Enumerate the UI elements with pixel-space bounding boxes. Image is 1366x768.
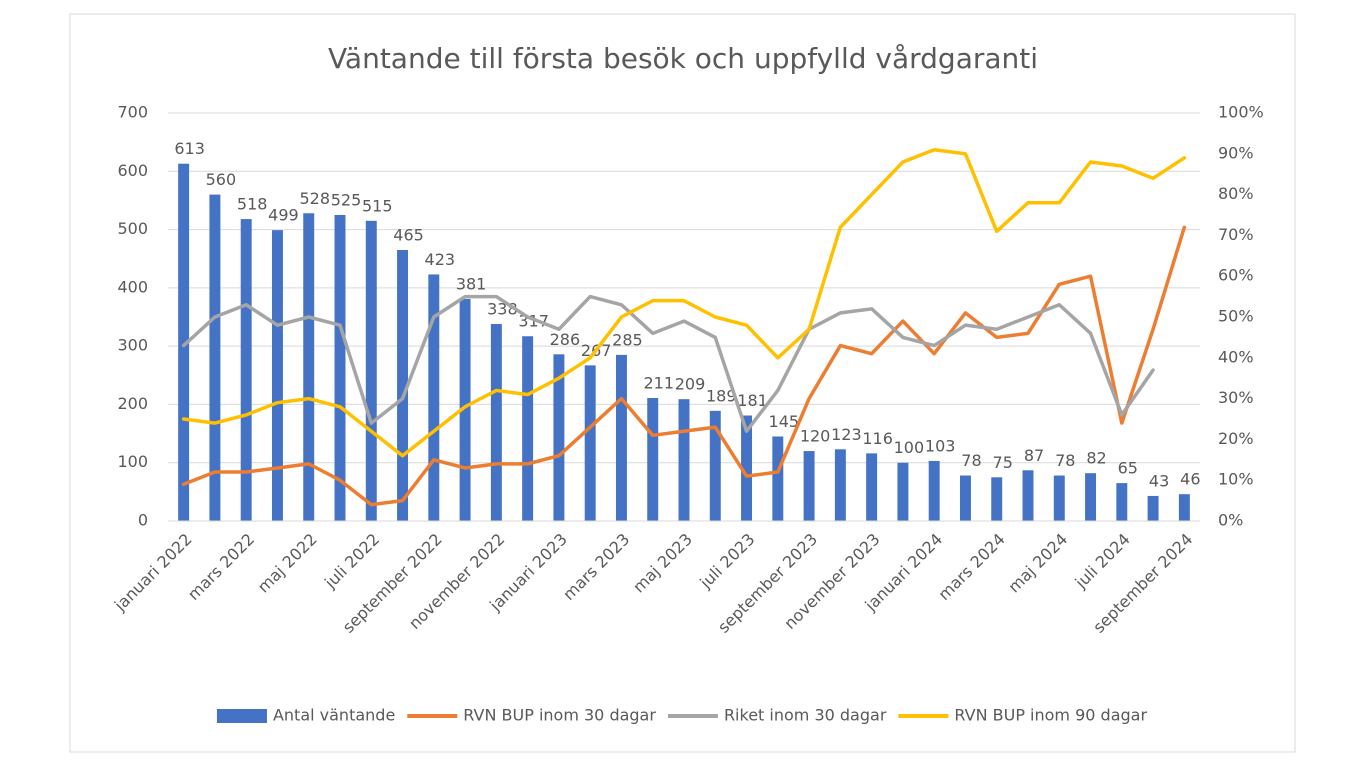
bar bbox=[678, 399, 690, 521]
data-label: 465 bbox=[393, 225, 424, 244]
bar bbox=[709, 410, 721, 521]
data-label: 46 bbox=[1180, 470, 1200, 489]
bar bbox=[991, 477, 1003, 521]
data-label: 145 bbox=[769, 412, 800, 431]
data-label: 116 bbox=[862, 429, 893, 448]
y2-tick-label: 90% bbox=[1218, 143, 1254, 162]
data-label: 120 bbox=[800, 427, 831, 446]
line-series bbox=[181, 147, 1187, 458]
bar bbox=[459, 298, 471, 521]
legend-swatch bbox=[216, 709, 267, 723]
legend-label: Antal väntande bbox=[273, 706, 395, 725]
data-label: 82 bbox=[1086, 449, 1106, 468]
bar bbox=[803, 451, 815, 521]
data-label: 103 bbox=[925, 436, 956, 455]
y-tick-label: 200 bbox=[117, 394, 148, 413]
bar bbox=[866, 453, 878, 521]
bar bbox=[240, 219, 252, 521]
legend-label: RVN BUP inom 90 dagar bbox=[954, 706, 1147, 725]
y-tick-label: 400 bbox=[117, 277, 148, 296]
y-tick-label: 700 bbox=[117, 103, 148, 122]
data-label: 123 bbox=[831, 425, 862, 444]
data-label: 518 bbox=[237, 195, 268, 214]
y2-tick-label: 10% bbox=[1218, 470, 1254, 489]
y2-tick-label: 40% bbox=[1218, 347, 1254, 366]
bar bbox=[1147, 495, 1159, 521]
data-label: 613 bbox=[174, 139, 205, 158]
bar bbox=[959, 475, 971, 521]
bar bbox=[897, 462, 909, 521]
bar bbox=[584, 365, 596, 521]
line-series bbox=[181, 225, 1187, 507]
bar bbox=[178, 163, 190, 522]
data-label: 100 bbox=[894, 438, 925, 457]
bar bbox=[334, 215, 346, 521]
data-label: 285 bbox=[612, 330, 643, 349]
y2-tick-label: 20% bbox=[1218, 429, 1254, 448]
data-label: 560 bbox=[206, 170, 237, 189]
y2-tick-label: 100% bbox=[1218, 103, 1264, 122]
bar bbox=[1053, 475, 1065, 521]
line-series bbox=[181, 294, 1155, 433]
data-label: 515 bbox=[362, 196, 393, 215]
y2-tick-label: 30% bbox=[1218, 388, 1254, 407]
data-label: 525 bbox=[331, 191, 362, 210]
bar bbox=[397, 249, 409, 521]
bar bbox=[522, 336, 534, 521]
bar bbox=[928, 460, 940, 521]
data-label: 423 bbox=[425, 250, 456, 269]
bar bbox=[647, 398, 659, 521]
y-tick-label: 300 bbox=[117, 336, 148, 355]
legend-label: Riket inom 30 dagar bbox=[724, 706, 887, 725]
data-label: 181 bbox=[737, 391, 768, 410]
y2-tick-label: 70% bbox=[1218, 225, 1254, 244]
data-label: 211 bbox=[643, 374, 674, 393]
data-label: 78 bbox=[961, 451, 981, 470]
bar bbox=[772, 436, 784, 521]
bar bbox=[553, 354, 565, 521]
data-label: 286 bbox=[550, 330, 581, 349]
data-label: 65 bbox=[1118, 459, 1138, 478]
legend-label: RVN BUP inom 30 dagar bbox=[463, 706, 656, 725]
bar bbox=[1085, 473, 1097, 521]
bar bbox=[1178, 494, 1190, 521]
bar bbox=[615, 354, 627, 521]
y2-tick-label: 80% bbox=[1218, 184, 1254, 203]
bar bbox=[365, 220, 377, 522]
y-tick-label: 500 bbox=[117, 219, 148, 238]
data-label: 75 bbox=[993, 453, 1013, 472]
y2-tick-label: 60% bbox=[1218, 266, 1254, 285]
bar bbox=[741, 415, 753, 521]
y-tick-label: 0 bbox=[138, 511, 148, 530]
data-label: 381 bbox=[456, 274, 487, 293]
data-label: 87 bbox=[1024, 446, 1044, 465]
data-label: 209 bbox=[675, 375, 706, 394]
bar bbox=[428, 274, 440, 521]
y-tick-label: 100 bbox=[117, 452, 148, 471]
bar bbox=[834, 449, 846, 521]
bar bbox=[490, 323, 502, 521]
data-label: 78 bbox=[1055, 451, 1075, 470]
bar bbox=[209, 194, 221, 521]
y-tick-label: 600 bbox=[117, 161, 148, 180]
bar bbox=[271, 230, 283, 521]
data-label: 43 bbox=[1149, 471, 1169, 490]
y2-tick-label: 0% bbox=[1218, 511, 1243, 530]
chart-title: Väntande till första besök och uppfylld … bbox=[328, 42, 1038, 75]
bar bbox=[1022, 470, 1034, 521]
data-label: 189 bbox=[706, 386, 737, 405]
data-label: 499 bbox=[268, 206, 299, 225]
y2-tick-label: 50% bbox=[1218, 307, 1254, 326]
data-label: 528 bbox=[299, 189, 330, 208]
bar bbox=[303, 213, 315, 521]
bar bbox=[1116, 483, 1128, 521]
